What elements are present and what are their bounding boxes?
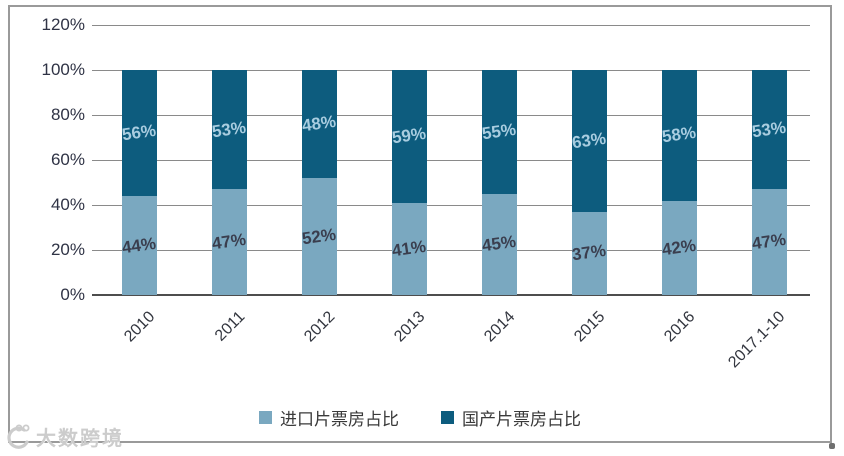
- legend: 进口片票房占比 国产片票房占比: [8, 405, 832, 430]
- legend-label: 国产片票房占比: [462, 410, 581, 429]
- gridline: [92, 160, 810, 161]
- corner-artifact-dot: [829, 443, 835, 449]
- legend-label: 进口片票房占比: [280, 410, 399, 429]
- x-axis-line: [92, 294, 810, 296]
- bar-segment-imported: [571, 211, 607, 295]
- gridline: [92, 205, 810, 206]
- y-axis-tick-label: 80%: [50, 105, 85, 124]
- gridline: [92, 25, 810, 26]
- y-axis-tick-label: 100%: [41, 60, 85, 79]
- legend-item: 进口片票房占比: [259, 405, 399, 430]
- y-axis-tick-label: 120%: [41, 15, 85, 34]
- bar-segment-domestic: [751, 70, 787, 190]
- legend-swatch-icon: [441, 411, 454, 424]
- gridline: [92, 250, 810, 251]
- bar-segment-domestic: [391, 70, 427, 203]
- legend-item: 国产片票房占比: [441, 405, 581, 430]
- bar-segment-imported: [661, 200, 697, 295]
- bar-segment-imported: [391, 202, 427, 295]
- bar-segment-imported: [121, 196, 157, 295]
- bar-segment-imported: [481, 193, 517, 295]
- y-axis-tick-label: 20%: [50, 240, 85, 259]
- bar-segment-imported: [301, 178, 337, 295]
- bar-segment-domestic: [211, 70, 247, 190]
- bar-segment-domestic: [301, 70, 337, 178]
- bar-segment-imported: [211, 189, 247, 295]
- bar-segment-imported: [751, 189, 787, 295]
- legend-swatch-icon: [259, 411, 272, 424]
- gridline: [92, 115, 810, 116]
- bar-segment-domestic: [571, 70, 607, 212]
- y-axis-tick-label: 0%: [60, 285, 85, 304]
- gridline: [92, 70, 810, 71]
- bar-segment-domestic: [121, 70, 157, 196]
- y-axis-tick-label: 60%: [50, 150, 85, 169]
- y-axis-tick-label: 40%: [50, 195, 85, 214]
- bar-segment-domestic: [481, 70, 517, 194]
- bar-segment-domestic: [661, 70, 697, 201]
